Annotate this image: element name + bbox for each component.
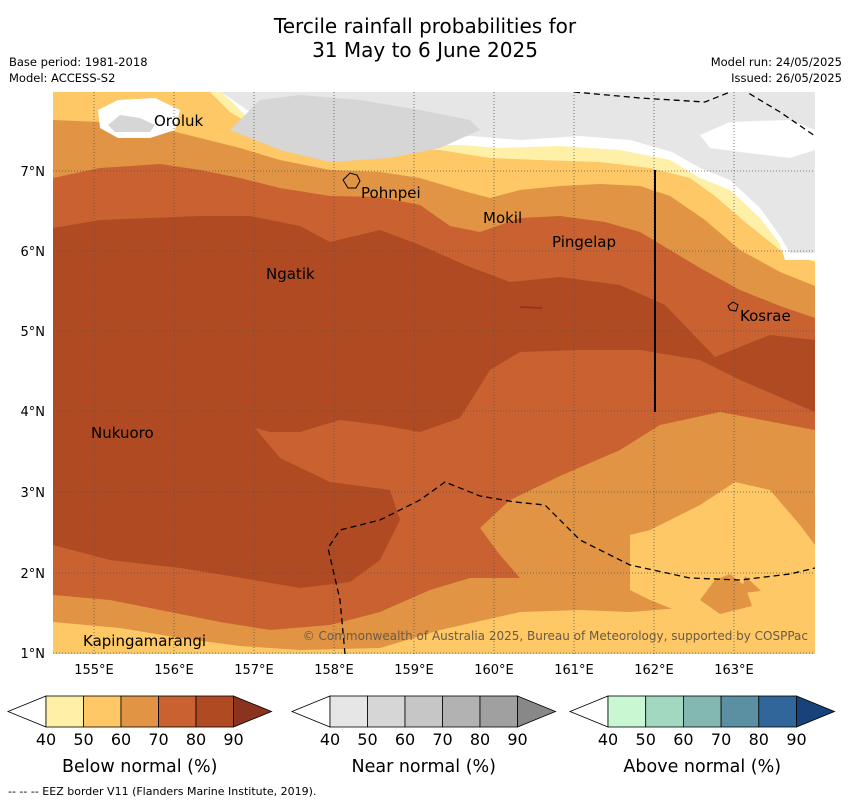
colorbar-group: 40 50 60 70 80 90 Below normal (%) 40 50 60 70 80 90…	[6, 695, 836, 777]
lat-5n: 5°N	[21, 325, 46, 340]
band-below-60-inner-patch	[700, 574, 752, 614]
colorbar-tick-label: 50	[357, 730, 377, 749]
probability-map: © Commonwealth of Australia 2025, Bureau…	[53, 92, 815, 654]
band-below-60-south	[53, 412, 815, 654]
kosrae-island	[727, 301, 739, 312]
colorbar-swatch	[83, 695, 122, 728]
colorbar-low-extend	[568, 695, 609, 728]
colorbar-tick-label: 90	[786, 730, 806, 749]
lon-157e: 157°E	[234, 663, 274, 678]
colorbar-swatch	[758, 695, 797, 728]
east-white-patch	[700, 120, 815, 158]
lat-6n: 6°N	[21, 245, 46, 260]
issued-date: Issued: 26/05/2025	[731, 71, 842, 85]
lon-163e: 163°E	[714, 663, 754, 678]
map-title-line1: Tercile rainfall probabilities for	[273, 14, 577, 38]
colorbar-swatch	[195, 695, 234, 728]
model-run: Model run: 24/05/2025	[710, 55, 842, 69]
colorbar-2: 40 50 60 70 80 90 Near normal (%)	[290, 695, 557, 777]
colorbar-swatch	[683, 695, 722, 728]
pohnpei-island	[342, 172, 361, 189]
latitude-labels: 7°N 6°N 5°N 4°N 3°N 2°N 1°N	[21, 165, 46, 662]
colorbar-tick-label: 40	[320, 730, 340, 749]
colorbar-swatch	[367, 695, 406, 728]
oroluk-grey-patch	[108, 115, 155, 132]
colorbar-swatch	[607, 695, 647, 728]
colorbar-high-extend	[233, 695, 273, 728]
colorbar-swatch	[479, 695, 518, 728]
eez-border	[327, 92, 815, 654]
place-nukuoro: Nukuoro	[91, 424, 154, 442]
reef-mark	[519, 306, 543, 309]
place-pingelap: Pingelap	[552, 233, 616, 251]
colorbar-tick-label: 60	[111, 730, 131, 749]
lon-159e: 159°E	[394, 663, 434, 678]
lat-7n: 7°N	[21, 165, 46, 180]
colorbar-title: Above normal (%)	[623, 757, 781, 777]
colorbar-swatch	[329, 695, 368, 728]
lon-155e: 155°E	[74, 663, 114, 678]
colorbar-tick-label: 40	[36, 730, 56, 749]
base-period: Base period: 1981-2018	[9, 55, 148, 69]
colorbar-tick-label: 90	[507, 730, 527, 749]
copyright-text: © Commonwealth of Australia 2025, Bureau…	[303, 629, 808, 643]
lon-160e: 160°E	[474, 663, 514, 678]
colorbar-tick-label: 90	[223, 730, 243, 749]
longitude-labels: 155°E 156°E 157°E 158°E 159°E 160°E 161°…	[74, 663, 754, 678]
colorbar-swatch	[158, 695, 197, 728]
colorbar-tick-label: 40	[598, 730, 618, 749]
colorbar-tick-label: 80	[470, 730, 490, 749]
colorbar-swatch	[645, 695, 684, 728]
place-kapingamarangi: Kapingamarangi	[83, 632, 206, 650]
colorbar-title: Below normal (%)	[62, 757, 217, 777]
colorbar-swatch	[720, 695, 760, 728]
colorbar-tick-label: 60	[673, 730, 693, 749]
colorbar-high-extend	[517, 695, 557, 728]
colorbar-swatch	[404, 695, 443, 728]
colorbar-tick-label: 70	[711, 730, 731, 749]
band-below-50-south	[53, 584, 815, 654]
place-labels: Oroluk Pohnpei Mokil Pingelap Ngatik Kos…	[83, 112, 791, 650]
lon-156e: 156°E	[154, 663, 194, 678]
lat-2n: 2°N	[21, 567, 46, 582]
colorbar-title: Near normal (%)	[351, 757, 496, 777]
band-near-50	[230, 95, 480, 162]
colorbar-tick-label: 80	[749, 730, 769, 749]
colorbar-tick-label: 70	[148, 730, 168, 749]
graticule	[53, 92, 815, 654]
lat-4n: 4°N	[21, 405, 46, 420]
colorbar-swatch	[442, 695, 481, 728]
place-pohnpei: Pohnpei	[361, 184, 421, 202]
lat-1n: 1°N	[21, 647, 46, 662]
lon-161e: 161°E	[554, 663, 594, 678]
colorbar-tick-label: 80	[186, 730, 206, 749]
place-ngatik: Ngatik	[266, 265, 315, 283]
band-below-50-east-patch	[630, 482, 815, 612]
place-oroluk: Oroluk	[154, 112, 203, 130]
place-kosrae: Kosrae	[740, 307, 791, 325]
colorbar-tick-label: 70	[432, 730, 452, 749]
colorbar-1: 40 50 60 70 80 90 Below normal (%)	[6, 695, 273, 777]
colorbar-low-extend	[290, 695, 331, 728]
colorbar-swatch	[120, 695, 159, 728]
map-title-line2: 31 May to 6 June 2025	[312, 38, 538, 62]
model-name: Model: ACCESS-S2	[9, 71, 116, 85]
place-mokil: Mokil	[483, 209, 522, 227]
eez-footer-note: -- -- -- EEZ border V11 (Flanders Marine…	[8, 785, 317, 798]
colorbar-tick-label: 60	[395, 730, 415, 749]
lon-162e: 162°E	[634, 663, 674, 678]
colorbar-swatch	[45, 695, 84, 728]
colorbar-3: 40 50 60 70 80 90 Above normal (%)	[568, 695, 836, 777]
lon-158e: 158°E	[314, 663, 354, 678]
lat-3n: 3°N	[21, 486, 46, 501]
colorbar-low-extend	[6, 695, 47, 728]
colorbar-tick-label: 50	[73, 730, 93, 749]
colorbar-tick-label: 50	[636, 730, 656, 749]
colorbar-high-extend	[796, 695, 836, 728]
